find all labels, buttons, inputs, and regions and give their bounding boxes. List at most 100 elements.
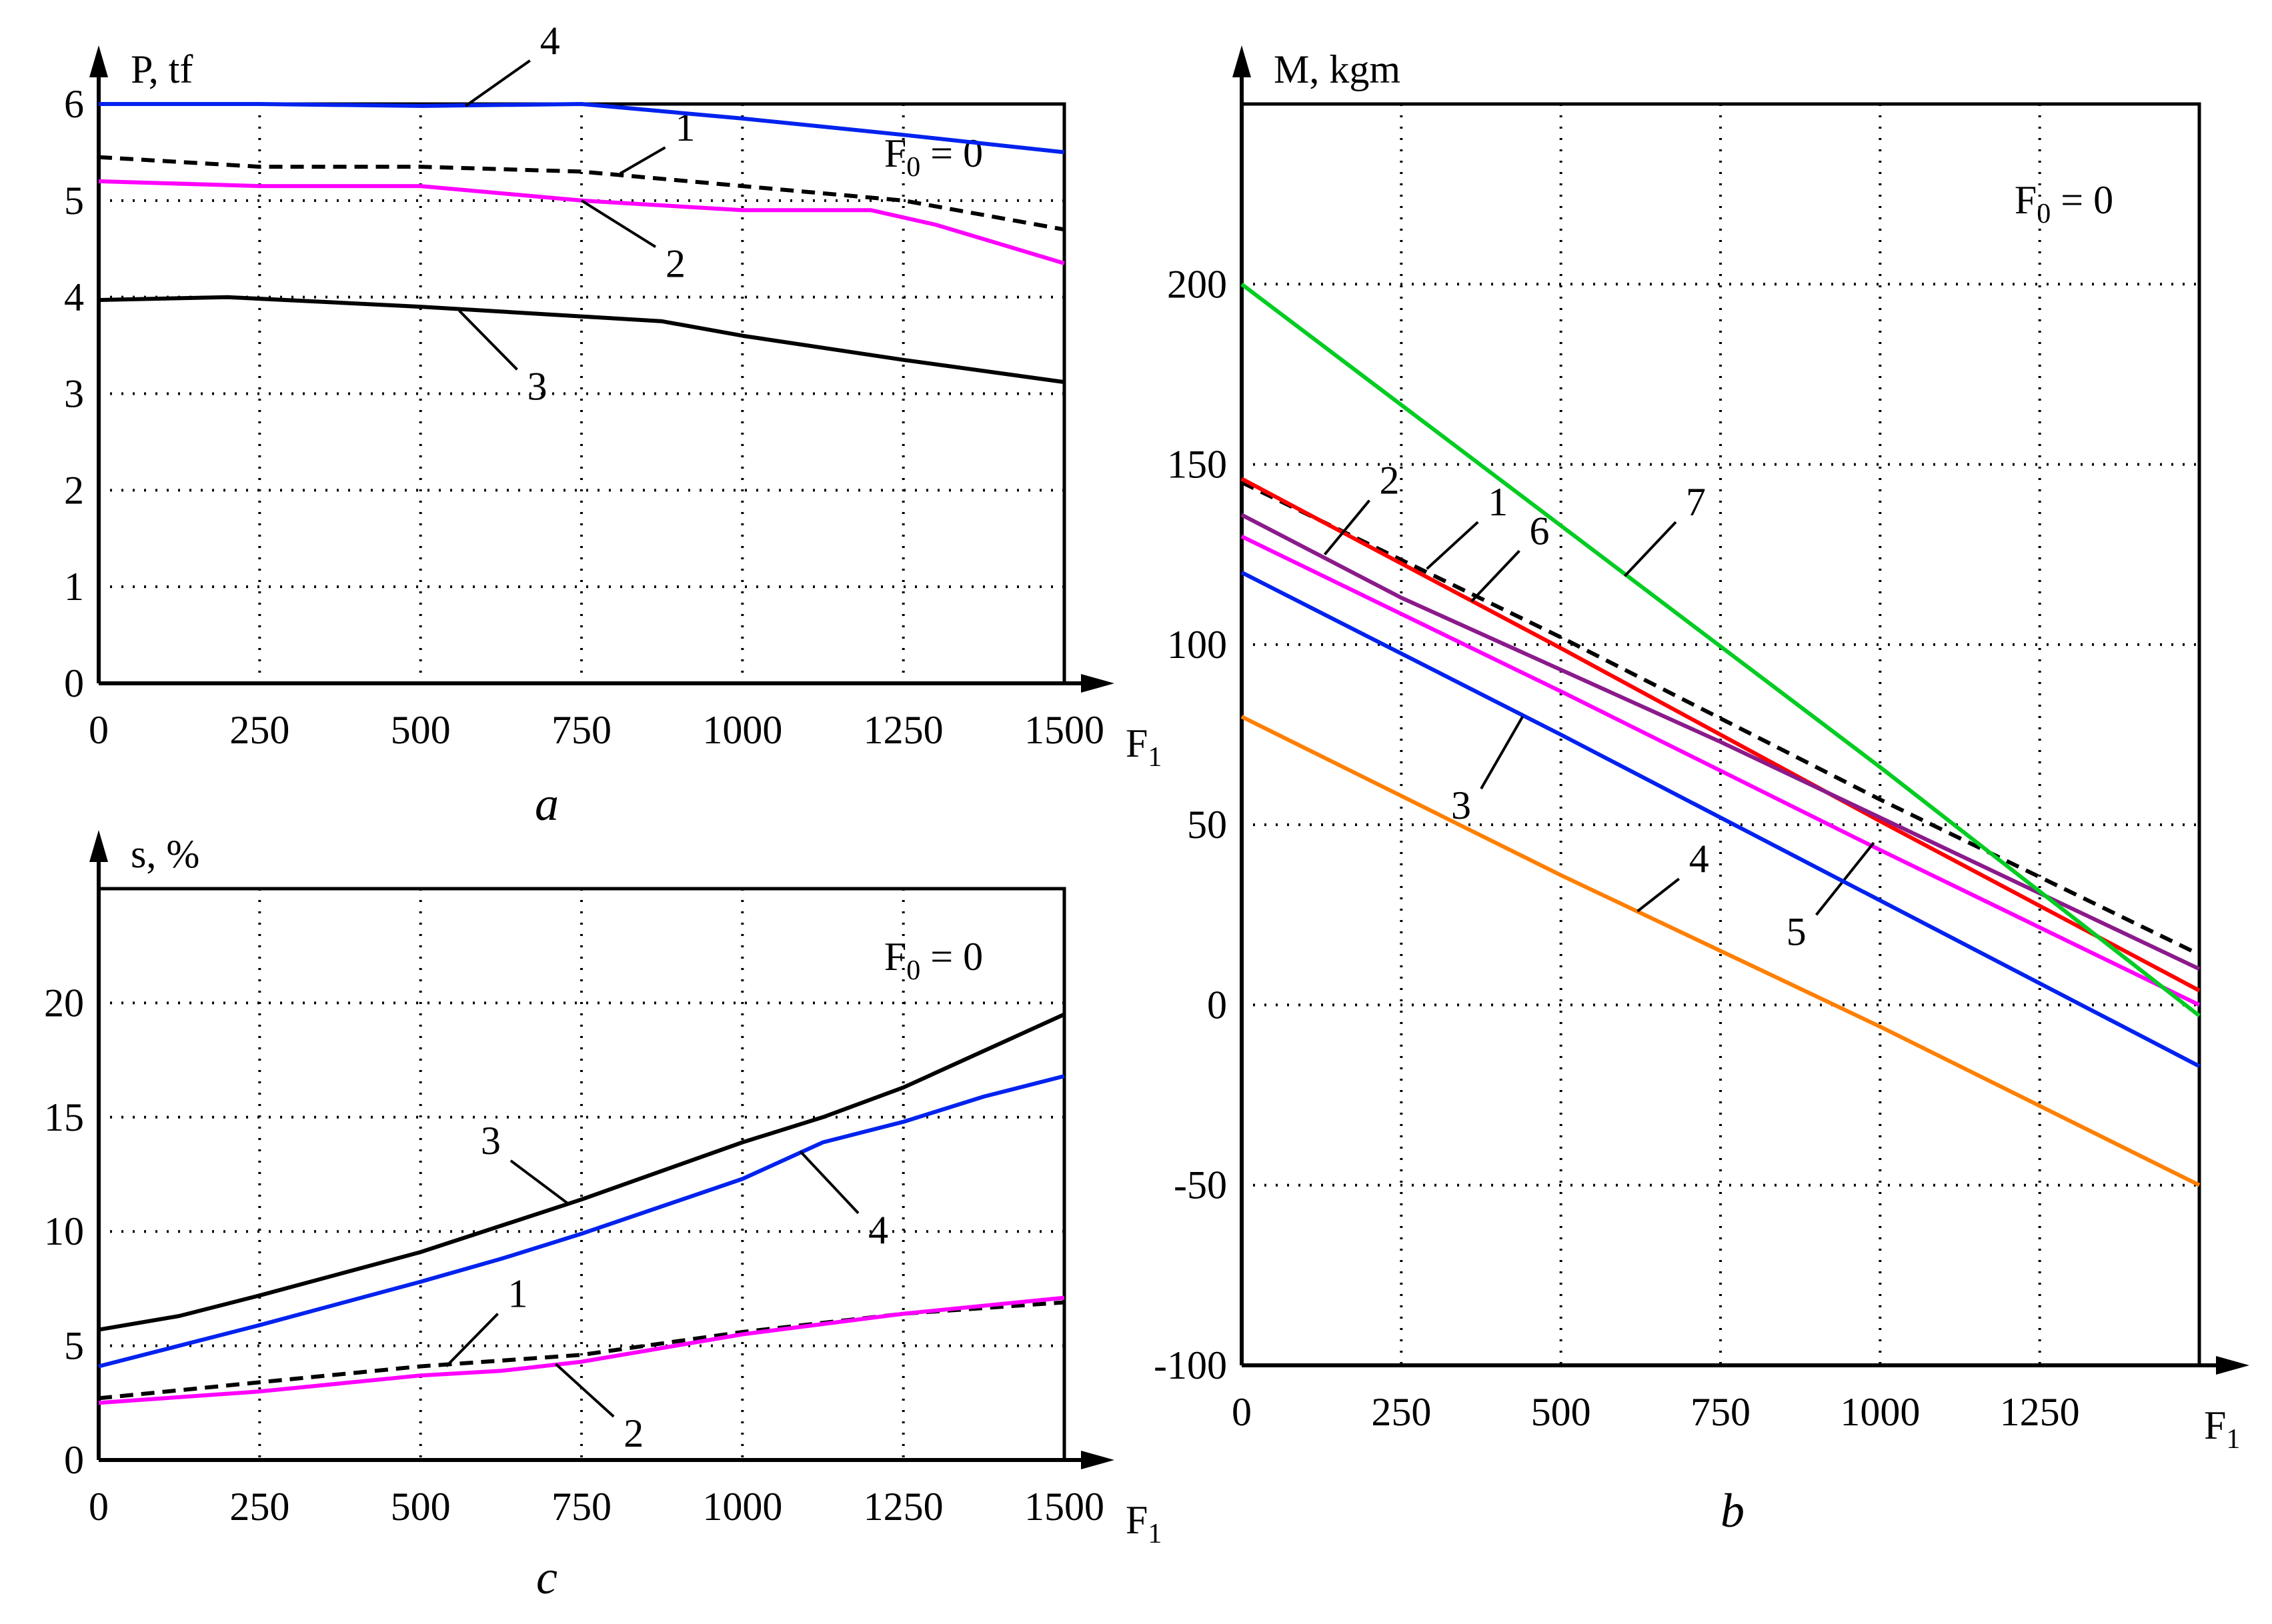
curve-label-1: 1 [1488, 480, 1508, 524]
curve-label-4: 4 [1689, 837, 1709, 881]
x-tick-label: 0 [1232, 1390, 1252, 1434]
x-axis-label: F1 [1126, 721, 1162, 773]
series-line-3 [98, 295, 1065, 385]
curve-label-4: 4 [540, 19, 560, 63]
x-tick-label: 1000 [702, 1485, 782, 1529]
y-axis-arrow [1232, 45, 1251, 77]
curve-label-leader [1323, 499, 1371, 555]
series-line-5 [1240, 535, 2201, 1007]
x-tick-label: 1250 [864, 708, 944, 752]
x-axis-arrow [2216, 1356, 2249, 1375]
y-tick-label: 4 [64, 275, 84, 319]
condition-note-main: F [884, 131, 906, 175]
curve-label-leader [1470, 549, 1520, 603]
x-tick-label: 250 [229, 708, 289, 752]
y-axis-label: s, % [131, 832, 199, 876]
y-tick-label: 200 [1167, 262, 1227, 306]
chart-panel-b: 0 250 500 750 1000 1250-100-50050100150200M, … [1154, 45, 2249, 1537]
x-tick-label: 500 [391, 708, 451, 752]
x-axis-label-main: F [2204, 1403, 2226, 1447]
panel-caption: c [536, 1551, 557, 1604]
curve-label-3: 3 [1451, 783, 1471, 827]
y-axis-label: M, kgm [1274, 47, 1400, 91]
condition-note-sub: 0 [906, 152, 920, 183]
series-line-1 [1240, 480, 2201, 957]
x-tick-label: 500 [391, 1485, 451, 1529]
condition-note-main: F [884, 935, 906, 979]
y-tick-label: -100 [1154, 1343, 1227, 1387]
curve-label-2: 2 [624, 1411, 644, 1455]
condition-note: F0 = 0 [884, 935, 983, 986]
x-axis-arrow [1081, 674, 1114, 693]
curve-label-leader [1426, 521, 1479, 570]
y-tick-label: 150 [1167, 443, 1227, 487]
curve-label-7: 7 [1686, 480, 1706, 524]
series-line-1 [98, 155, 1065, 232]
curve-label-leader [458, 309, 518, 371]
y-tick-label: 10 [44, 1209, 84, 1253]
x-axis-label-sub: 1 [1148, 742, 1162, 773]
curve-label-leader [799, 1150, 860, 1215]
y-axis-arrow [89, 830, 108, 862]
curve-label-3: 3 [481, 1119, 501, 1163]
series-line-3 [1240, 571, 2201, 1068]
curve-label-leader [555, 1363, 615, 1418]
curve-label-leader [619, 146, 666, 175]
curve-label-5: 5 [1787, 909, 1807, 953]
condition-note-rest: = 0 [920, 935, 983, 979]
x-tick-label: 1250 [2000, 1390, 2080, 1434]
x-axis-label-sub: 1 [2226, 1424, 2240, 1455]
x-tick-label: 500 [1531, 1390, 1591, 1434]
series-line-6 [1240, 477, 2201, 993]
x-axis-label: F1 [1126, 1498, 1162, 1549]
x-tick-label: 750 [551, 1485, 612, 1529]
x-axis-label: F1 [2204, 1403, 2240, 1455]
series-line-4 [98, 1074, 1065, 1369]
series-line-7 [1240, 282, 2201, 1017]
x-tick-label: 750 [1690, 1390, 1751, 1434]
x-tick-label: 750 [551, 708, 612, 752]
condition-note-sub: 0 [2037, 199, 2051, 229]
condition-note: F0 = 0 [2015, 178, 2113, 229]
series-line-2 [1240, 513, 2201, 971]
series-line-2 [98, 179, 1065, 265]
curve-label-leader [445, 1313, 499, 1367]
x-tick-label: 1500 [1024, 708, 1104, 752]
x-tick-label: 0 [89, 708, 109, 752]
plot-frame [99, 102, 1066, 683]
curve-label-leader [509, 1159, 570, 1205]
curve-label-leader [1623, 521, 1677, 577]
x-axis-label-sub: 1 [1148, 1519, 1162, 1549]
y-tick-label: 50 [1187, 803, 1227, 847]
condition-note-sub: 0 [906, 955, 920, 986]
series-line-1 [98, 1300, 1065, 1401]
y-tick-label: 3 [64, 372, 84, 416]
curve-label-1: 1 [508, 1272, 528, 1316]
x-tick-label: 0 [89, 1485, 109, 1529]
curve-label-2: 2 [1379, 459, 1399, 503]
y-tick-label: -50 [1174, 1163, 1227, 1207]
y-tick-label: 0 [64, 1438, 84, 1482]
curve-label-4: 4 [868, 1208, 888, 1252]
series-line-4 [1240, 715, 2201, 1187]
condition-note-main: F [2015, 178, 2037, 222]
x-axis-label-main: F [1126, 721, 1148, 765]
y-tick-label: 1 [64, 565, 84, 609]
x-axis-arrow [1081, 1451, 1114, 1469]
x-tick-label: 250 [1371, 1390, 1431, 1434]
curve-label-2: 2 [666, 241, 686, 285]
y-tick-label: 2 [64, 468, 84, 512]
x-tick-label: 1000 [1840, 1390, 1920, 1434]
y-tick-label: 5 [64, 1324, 84, 1368]
series-line-3 [98, 1012, 1066, 1332]
curve-label-leader [580, 199, 657, 249]
panel-caption: b [1721, 1484, 1745, 1537]
y-tick-label: 5 [64, 179, 84, 223]
y-tick-label: 0 [64, 661, 84, 705]
condition-note-rest: = 0 [2051, 178, 2113, 222]
y-axis-arrow [89, 45, 108, 77]
y-tick-label: 6 [64, 82, 84, 126]
x-tick-label: 250 [229, 1485, 289, 1529]
